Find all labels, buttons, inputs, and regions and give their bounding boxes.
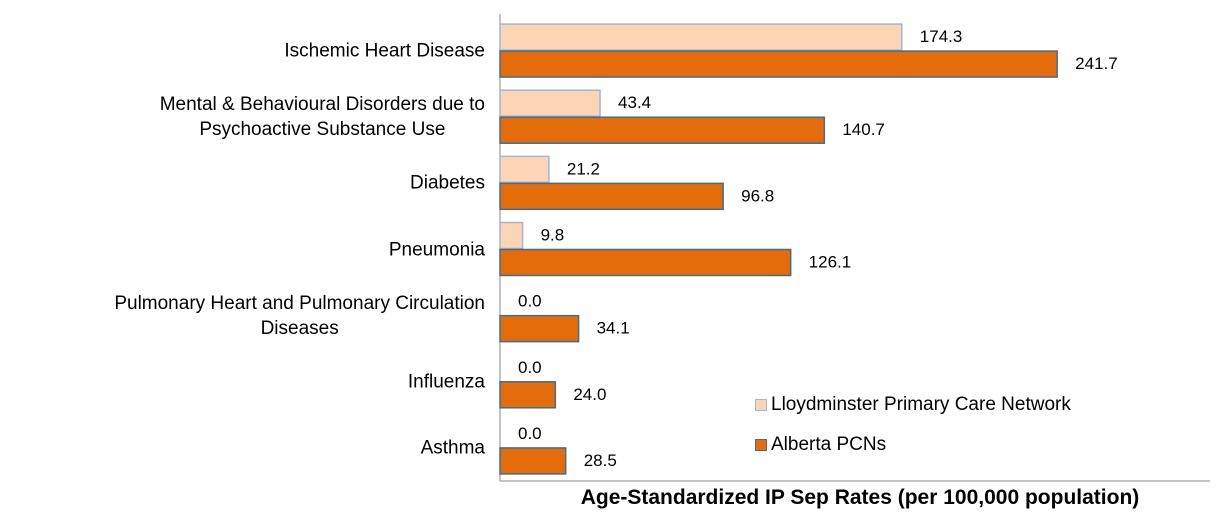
bar (499, 314, 580, 343)
bar (499, 89, 601, 117)
value-label: 96.8 (741, 186, 774, 205)
category-label: Pulmonary Heart and Pulmonary Circulatio… (114, 292, 485, 339)
category-label: Asthma (420, 437, 485, 459)
value-label: 24.0 (573, 385, 606, 404)
value-label: 21.2 (567, 159, 600, 178)
category-label: Ischemic Heart Disease (284, 40, 485, 62)
value-label: 174.3 (920, 27, 963, 46)
bar (499, 116, 826, 144)
x-axis-title: Age-Standardized IP Sep Rates (per 100,0… (580, 486, 1140, 509)
value-label: 34.1 (597, 319, 630, 338)
value-label: 0.0 (518, 292, 542, 311)
value-label: 43.4 (618, 93, 651, 112)
legend-item: Alberta PCNs (755, 434, 886, 456)
value-label: 241.7 (1075, 54, 1118, 73)
bar (499, 381, 557, 409)
value-label: 0.0 (518, 424, 542, 443)
bar (499, 447, 567, 475)
legend-swatch (755, 439, 767, 451)
legend-label: Alberta PCNs (771, 434, 887, 455)
category-label: Diabetes (410, 172, 485, 194)
legend-swatch (755, 399, 767, 411)
value-label: 0.0 (518, 358, 542, 377)
legend-label: Lloydminster Primary Care Network (771, 394, 1071, 415)
legend-item: Lloydminster Primary Care Network (755, 394, 1071, 416)
category-label: Mental & Behavioural Disorders due to Ps… (159, 94, 485, 141)
category-label: Influenza (407, 371, 485, 393)
bar (499, 182, 724, 211)
value-label: 28.5 (584, 451, 617, 470)
value-label: 126.1 (809, 252, 852, 271)
bar (499, 23, 903, 51)
bar (499, 221, 524, 250)
bar (499, 155, 550, 184)
bar (499, 248, 792, 277)
value-label: 9.8 (541, 225, 565, 244)
bar (499, 50, 1058, 78)
value-label: 140.7 (842, 120, 885, 139)
category-label: Pneumonia (388, 239, 485, 260)
